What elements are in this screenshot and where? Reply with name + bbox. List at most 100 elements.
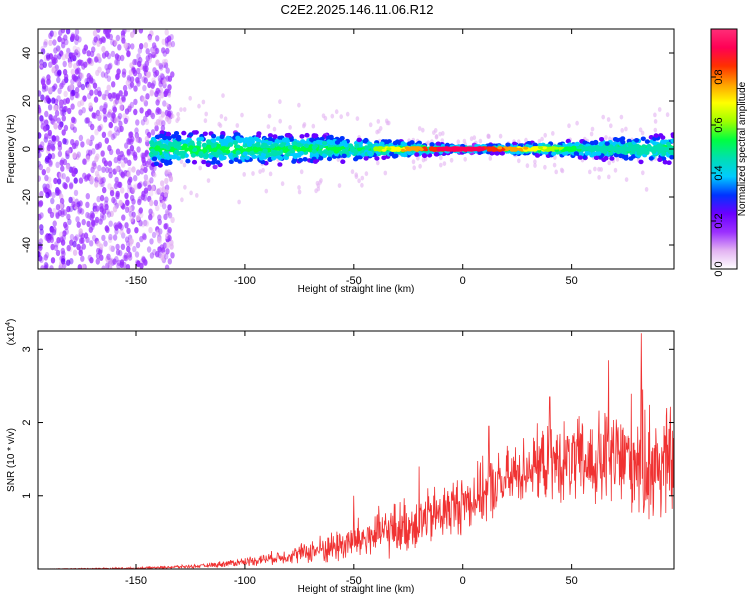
spectrogram-noise-dot [69, 233, 75, 241]
spectrogram-noise-dot [60, 81, 65, 88]
spectrogram-noise-dot [111, 112, 116, 119]
spectrogram-center-dot [617, 147, 623, 151]
spectrogram-band-dot [181, 130, 187, 136]
spectrogram-noise-dot [164, 253, 169, 260]
spectrogram-noise-dot [169, 239, 174, 246]
spectrogram-noise-dot [81, 243, 87, 250]
snr-ticks: -150 -100 -50 0 50 1 2 3 [21, 331, 674, 587]
spectrogram-noise-dot [72, 45, 78, 52]
spectrogram-noise-dot [144, 177, 149, 184]
spectrogram-band-dot [642, 149, 648, 155]
spectrogram-noise-dot [123, 42, 128, 49]
spectrogram-noise-dot [70, 68, 76, 76]
spectrogram-noise-dot [154, 125, 159, 132]
spectrogram-noise-dot [94, 129, 99, 136]
spectrogram-noise-dot [81, 263, 86, 269]
spectrogram-faint-dot [299, 169, 304, 175]
spectrogram-noise-dot [131, 66, 136, 73]
spectrogram-noise-dot [124, 206, 130, 213]
spectrogram-band-dot [262, 149, 268, 154]
spectrogram-noise-dot [67, 107, 72, 115]
spectrogram-band-dot [149, 152, 155, 158]
spectrogram-x-tick-label: -150 [125, 275, 147, 287]
spectrogram-noise-dot [56, 76, 61, 84]
spectrogram-noise-dot [130, 43, 135, 50]
spectrogram-noise-dot [86, 84, 92, 91]
spectrogram-noise-dot [86, 72, 92, 80]
spectrogram-noise-dot [74, 49, 79, 56]
spectrogram-noise-dot [87, 92, 92, 100]
spectrogram-faint-dot [653, 112, 657, 118]
spectrogram-noise-dot [73, 62, 78, 70]
spectrogram-faint-dot [478, 138, 483, 144]
spectrogram-noise-dot [85, 117, 91, 124]
spectrogram-center-dot [423, 148, 429, 152]
spectrogram-noise-dot [49, 233, 54, 241]
spectrogram-band-dot [618, 153, 624, 159]
spectrogram-noise-dot [105, 262, 110, 269]
spectrogram-noise-dot [59, 231, 64, 238]
spectrogram-noise-dot [60, 109, 65, 117]
spectrogram-band-dot [670, 133, 674, 139]
spectrogram-noise-dot [70, 103, 75, 110]
spectrogram-noise-dot [41, 86, 47, 93]
spectrogram-band-dot [215, 143, 221, 149]
colorbar-tick-label: 0.2 [713, 213, 725, 228]
spectrogram-band-dot [222, 138, 228, 143]
spectrogram-noise-dot [137, 72, 142, 80]
spectrogram-noise-dot [47, 153, 52, 160]
colorbar: 0.0 0.2 0.4 0.6 0.8 Normalized spectral ampl… [710, 28, 748, 277]
snr-line [38, 333, 674, 569]
spectrogram-faint-dot [266, 124, 271, 129]
spectrogram-noise-dot [113, 39, 118, 46]
spectrogram-faint-dot [575, 120, 579, 126]
spectrogram-band-dot [256, 131, 262, 136]
spectrogram-noise-dot [115, 94, 120, 101]
spectrogram-faint-dot [434, 134, 439, 139]
spectrogram-noise-dot [57, 123, 63, 131]
spectrogram-noise-dot [77, 264, 82, 269]
spectrogram-faint-dot [330, 113, 335, 119]
spectrogram-band-dot [180, 151, 186, 157]
spectrogram-noise-dot [53, 115, 58, 122]
spectrogram-noise-dot [167, 84, 172, 91]
spectrogram-noise-dot [117, 112, 123, 120]
spectrogram-noise-dot [57, 140, 62, 148]
spectrogram-noise-dot [108, 167, 113, 174]
spectrogram-noise-dot [106, 211, 112, 218]
spectrogram-faint-dot [638, 127, 643, 133]
spectrogram-noise-dot [44, 263, 49, 269]
spectrogram-band-dot [604, 141, 610, 146]
spectrogram-band-dot [237, 159, 243, 164]
spectrogram-center-dot [589, 147, 595, 151]
spectrogram-faint-dot [152, 172, 157, 178]
spectrogram-faint-dot [421, 127, 425, 133]
spectrogram-noise-dot [122, 254, 128, 262]
spectrogram-faint-dot [376, 119, 381, 124]
spectrogram-noise-dot [121, 94, 126, 102]
spectrogram-noise-dot [76, 79, 81, 86]
spectrogram-faint-dot [554, 169, 558, 175]
spectrogram-band-dot [284, 138, 290, 144]
spectrogram-band-dot [499, 151, 505, 156]
spectrogram-noise-dot [139, 107, 144, 114]
spectrogram-noise-dot [94, 216, 100, 224]
spectrogram-band-dot [309, 137, 315, 143]
spectrogram-band-dot [235, 144, 241, 150]
spectrogram-noise-dot [96, 240, 101, 247]
colorbar-ticks: 0.0 0.2 0.4 0.6 0.8 [711, 69, 725, 277]
spectrogram-faint-dot [553, 155, 557, 160]
spectrogram-band-dot [534, 153, 541, 158]
spectrogram-noise-dot [71, 89, 76, 97]
spectrogram-noise-dot [107, 160, 113, 167]
spectrogram-noise-dot [119, 228, 124, 236]
spectrogram-noise-dot [95, 69, 100, 77]
spectrogram-center-dot [603, 146, 609, 150]
spectrogram-faint-dot [412, 165, 417, 171]
spectrogram-noise-dot [80, 141, 85, 148]
spectrogram-faint-dot [364, 171, 369, 177]
spectrogram-band-dot [321, 153, 327, 158]
spectrogram-noise-dot [38, 107, 42, 114]
spectrogram-noise-dot [135, 136, 140, 143]
spectrogram-faint-dot [201, 99, 206, 105]
